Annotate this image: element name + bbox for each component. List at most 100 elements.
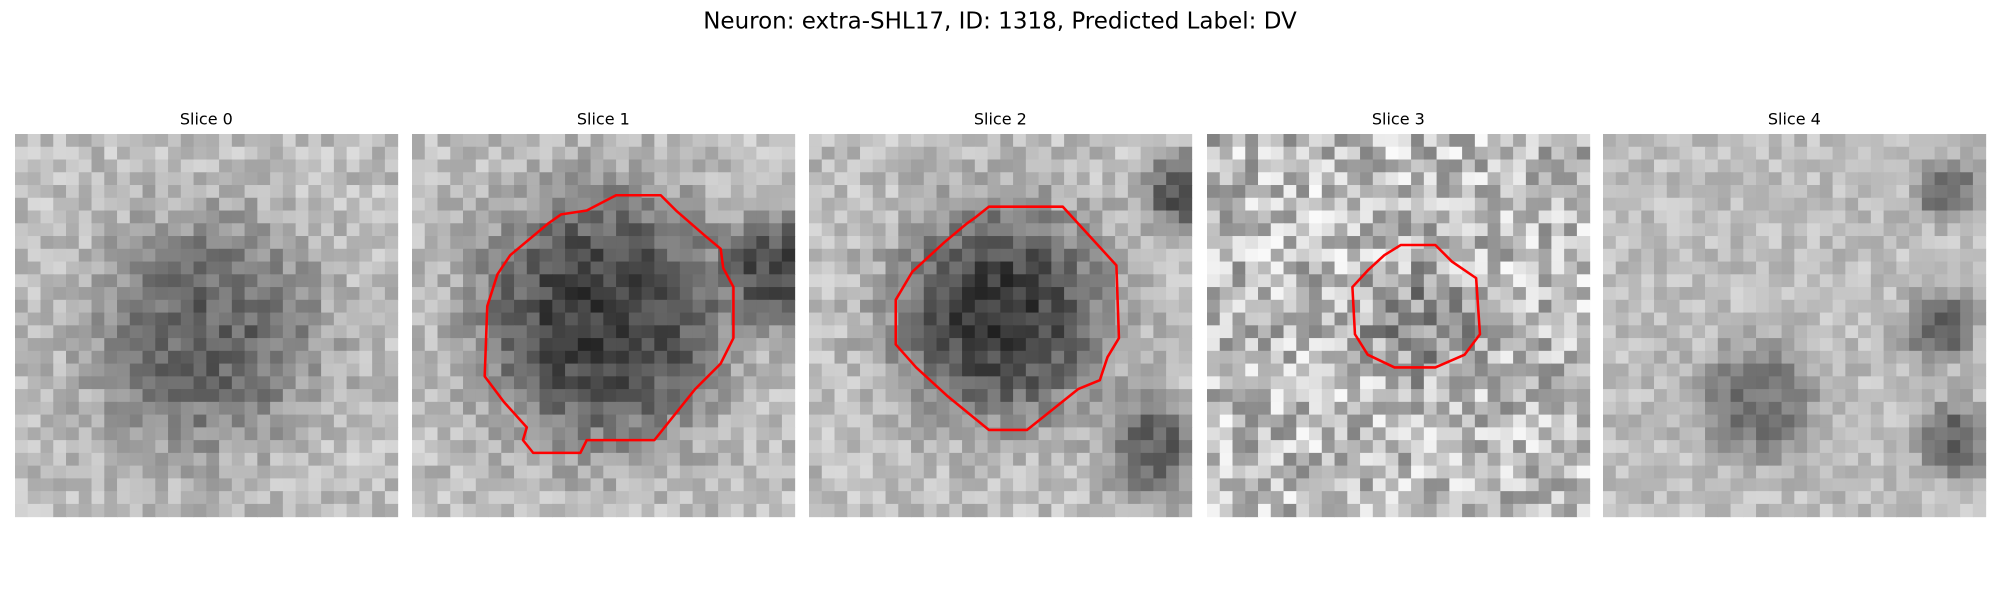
pixel — [1513, 261, 1527, 275]
pixel — [603, 261, 617, 275]
pixel — [679, 223, 694, 237]
pixel — [898, 159, 912, 173]
pixel — [1000, 363, 1014, 377]
pixel — [1258, 414, 1272, 428]
pixel — [1500, 401, 1514, 416]
pixel — [718, 299, 732, 314]
pixel — [1972, 146, 1987, 161]
pixel — [1934, 185, 1948, 199]
pixel — [923, 491, 938, 505]
pixel — [1423, 503, 1438, 518]
pixel — [1076, 389, 1091, 403]
pixel — [270, 197, 284, 212]
pixel — [1487, 491, 1501, 505]
pixel — [679, 287, 694, 301]
pixel — [1705, 287, 1719, 301]
pixel — [1127, 185, 1142, 199]
pixel — [1321, 287, 1336, 301]
pixel — [692, 376, 706, 390]
pixel — [1334, 478, 1348, 492]
pixel — [1513, 223, 1527, 237]
pixel — [1564, 299, 1578, 314]
pixel — [1153, 440, 1167, 454]
pixel — [1564, 146, 1578, 161]
pixel — [539, 414, 553, 428]
pixel — [142, 312, 156, 326]
pixel — [346, 261, 360, 275]
pixel — [923, 172, 938, 186]
pixel — [488, 465, 502, 479]
pixel — [155, 299, 169, 314]
pixel — [1819, 274, 1834, 288]
pixel — [180, 274, 195, 288]
pixel — [1641, 452, 1655, 467]
pixel — [321, 185, 335, 199]
pixel — [321, 261, 335, 275]
pixel — [1398, 146, 1412, 161]
pixel — [1207, 274, 1221, 288]
pixel — [1883, 503, 1897, 518]
pixel — [91, 452, 105, 467]
pixel — [1219, 312, 1234, 326]
pixel — [769, 197, 783, 212]
pixel — [1207, 185, 1221, 199]
pixel — [1870, 299, 1885, 314]
pixel — [1207, 389, 1221, 403]
pixel — [898, 248, 912, 263]
pixel — [206, 146, 220, 161]
pixel — [769, 350, 783, 365]
pixel — [1896, 440, 1910, 454]
pixel — [244, 248, 258, 263]
pixel — [1051, 503, 1065, 518]
pixel — [1756, 312, 1770, 326]
pixel — [1296, 134, 1310, 148]
pixel — [1436, 427, 1450, 441]
pixel — [911, 338, 925, 352]
pixel — [1127, 210, 1142, 224]
pixel — [1500, 503, 1514, 518]
pixel — [1960, 312, 1974, 326]
pixel — [885, 134, 899, 148]
pixel — [514, 363, 528, 377]
pixel — [1178, 465, 1193, 479]
pixel — [104, 414, 118, 428]
pixel — [577, 389, 592, 403]
pixel — [27, 185, 42, 199]
pixel — [1449, 210, 1463, 224]
pixel — [257, 325, 271, 339]
pixel — [27, 452, 42, 467]
pixel — [949, 427, 963, 441]
pixel — [1500, 146, 1514, 161]
pixel — [1178, 401, 1193, 416]
pixel — [577, 248, 592, 263]
pixel — [898, 210, 912, 224]
pixel — [1781, 452, 1795, 467]
pixel — [552, 338, 566, 352]
pixel — [282, 134, 297, 148]
pixel — [1219, 274, 1234, 288]
pixel — [667, 274, 681, 288]
pixel — [1615, 376, 1630, 390]
pixel — [514, 376, 528, 390]
pixel — [424, 236, 439, 250]
pixel — [616, 452, 630, 467]
pixel — [1781, 401, 1795, 416]
pixel — [1628, 236, 1642, 250]
pixel — [437, 312, 451, 326]
pixel — [756, 452, 770, 467]
pixel — [911, 478, 925, 492]
pixel — [1127, 134, 1142, 148]
pixel — [1411, 248, 1425, 263]
pixel — [1051, 465, 1065, 479]
pixel — [1717, 159, 1732, 173]
pixel — [282, 427, 297, 441]
pixel — [1076, 478, 1091, 492]
pixel — [219, 261, 233, 275]
pixel — [193, 197, 207, 212]
pixel — [1603, 172, 1617, 186]
pixel — [834, 261, 848, 275]
pixel — [1462, 414, 1476, 428]
pixel — [1076, 134, 1091, 148]
pixel — [628, 401, 643, 416]
pixel — [1102, 172, 1116, 186]
